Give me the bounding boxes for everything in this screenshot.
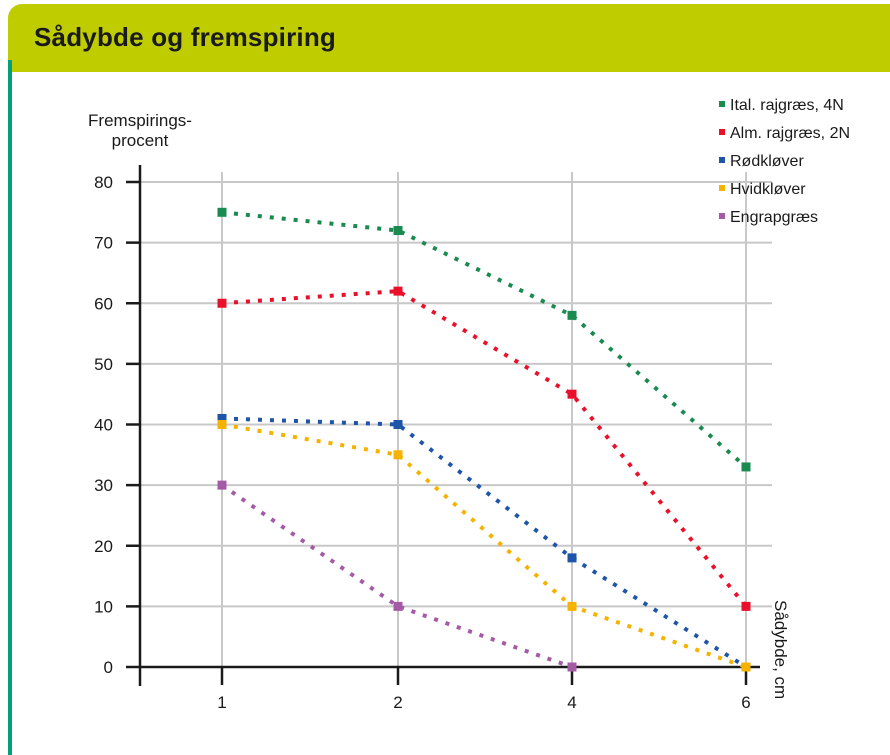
y-tick-label-80: 80 — [94, 173, 113, 192]
x-axis-title: Sådybde, cm — [771, 600, 790, 699]
series-4-point-2 — [393, 601, 403, 611]
panel-left-border — [8, 60, 12, 755]
x-tick-label-1: 1 — [217, 693, 226, 712]
y-tick-label-50: 50 — [94, 355, 113, 374]
series-0-point-4 — [741, 462, 751, 472]
series-1-point-1 — [217, 298, 227, 308]
series-2-line — [221, 416, 748, 669]
series-4-point-3 — [567, 662, 577, 672]
legend-label-4: Engrapgræs — [730, 209, 818, 226]
chart-panel-title: Sådybde og fremspiring — [34, 22, 337, 52]
series-3-point-1 — [217, 420, 227, 429]
series-1-point-2 — [393, 286, 403, 296]
series-1-line — [221, 289, 748, 608]
legend-marker-3 — [719, 185, 725, 191]
y-tick-label-30: 30 — [94, 476, 113, 495]
y-tick-label-0: 0 — [104, 658, 113, 677]
series-0-point-3 — [567, 310, 577, 320]
series-2-point-1 — [217, 413, 227, 423]
legend-marker-0 — [719, 101, 725, 107]
y-tick-label-10: 10 — [94, 597, 113, 616]
series-1-point-4 — [741, 601, 751, 611]
axes: 0 10 20 30 40 50 60 70 80 1 2 4 6 — [94, 165, 760, 712]
y-tick-label-20: 20 — [94, 537, 113, 556]
legend-label-2: Rødkløver — [730, 153, 804, 170]
series-0-point-2 — [393, 226, 403, 235]
y-tick-label-60: 60 — [94, 294, 113, 313]
legend-label-1: Alm. rajgræs, 2N — [730, 125, 850, 142]
y-tick-label-70: 70 — [94, 234, 113, 253]
series-0-line — [221, 210, 748, 469]
legend: Ital. rajgræs, 4N Alm. rajgræs, 2N Rødkløv… — [719, 97, 850, 226]
legend-label-0: Ital. rajgræs, 4N — [730, 97, 844, 114]
y-axis-title-line1: Fremspirings- — [88, 111, 192, 130]
legend-marker-2 — [719, 157, 725, 163]
legend-marker-1 — [719, 129, 725, 135]
series-1-point-3 — [567, 389, 577, 399]
series-3-point-3 — [567, 601, 577, 611]
series-2-point-3 — [567, 553, 577, 563]
series-0-point-1 — [217, 207, 227, 217]
grid-lines — [140, 172, 772, 667]
series-4-line — [220, 483, 573, 669]
x-tick-label-2: 2 — [393, 693, 402, 712]
x-tick-label-4: 4 — [567, 693, 576, 712]
series-layer — [217, 207, 751, 672]
series-2-point-2 — [393, 420, 403, 429]
y-tick-label-40: 40 — [94, 416, 113, 435]
series-4-point-1 — [217, 480, 227, 490]
header-bar — [8, 4, 890, 72]
legend-marker-4 — [719, 213, 725, 219]
x-tick-label-6: 6 — [741, 693, 750, 712]
y-axis-title-line2: procent — [112, 131, 169, 150]
legend-label-3: Hvidkløver — [730, 181, 806, 198]
series-3-point-2 — [393, 450, 403, 460]
series-3-point-4 — [741, 662, 751, 672]
